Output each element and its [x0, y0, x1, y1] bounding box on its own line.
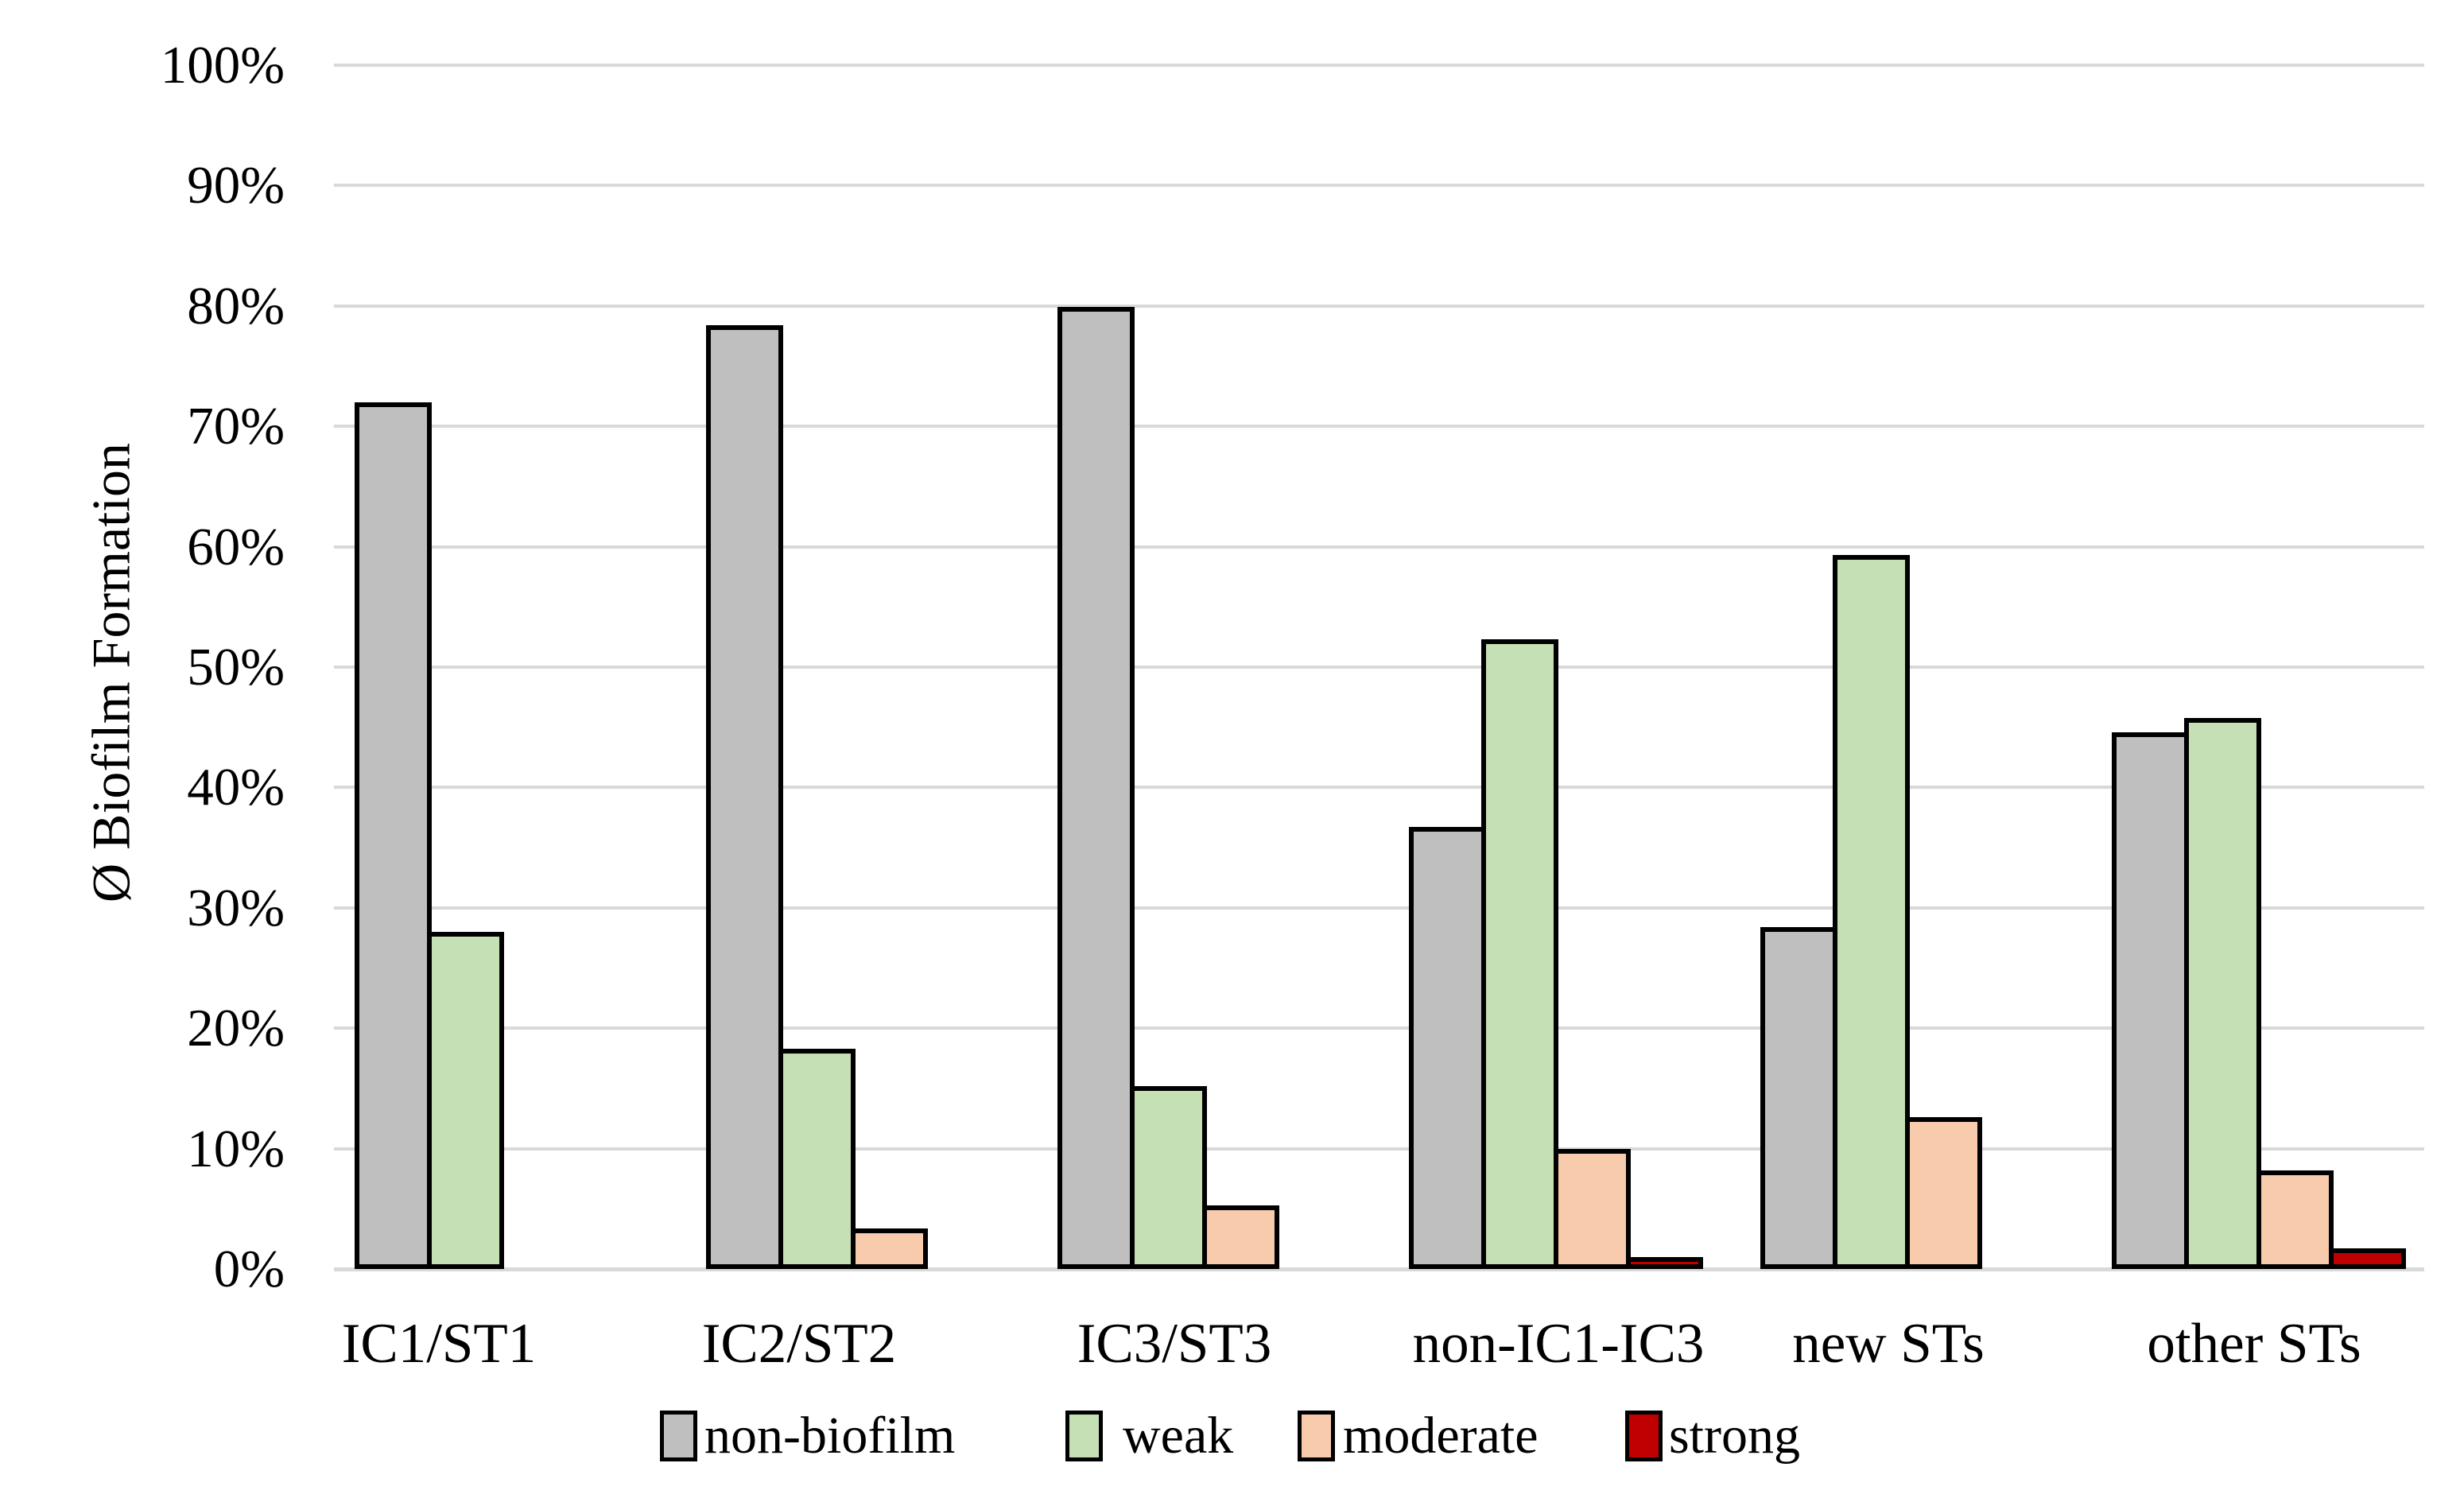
legend-swatch-strong [1625, 1411, 1663, 1461]
y-tick-label: 50% [187, 638, 285, 697]
gridline [334, 1026, 2424, 1030]
y-tick-label: 70% [187, 397, 285, 456]
y-tick-label: 40% [187, 758, 285, 817]
legend-label-non-biofilm: non-biofilm [704, 1407, 956, 1465]
x-axis-baseline [334, 1267, 2424, 1271]
bar-weak [427, 932, 504, 1269]
x-category-label: new STs [1792, 1313, 1985, 1375]
y-tick-label: 30% [187, 878, 285, 937]
bar-strong [1626, 1257, 1703, 1269]
x-category-label: IC3/ST3 [1077, 1313, 1272, 1375]
gridline [334, 545, 2424, 549]
gridline [334, 425, 2424, 429]
bar-strong [2329, 1248, 2406, 1269]
y-tick-label: 100% [160, 36, 285, 95]
y-tick-label: 60% [187, 517, 285, 576]
x-category-label: other STs [2147, 1313, 2361, 1375]
bar-moderate [1905, 1117, 1982, 1269]
bar-weak [1833, 555, 1910, 1269]
bar-non-biofilm [1760, 927, 1837, 1269]
legend-swatch-moderate [1298, 1411, 1335, 1461]
y-tick-label: 90% [187, 156, 285, 215]
gridline [334, 906, 2424, 910]
legend-swatch-weak [1065, 1411, 1103, 1461]
y-tick-label: 80% [187, 276, 285, 336]
bar-moderate [1202, 1205, 1279, 1269]
x-category-label: non-IC1-IC3 [1412, 1313, 1705, 1375]
bar-moderate [2256, 1170, 2334, 1269]
y-tick-label: 10% [187, 1119, 285, 1178]
legend-swatch-non-biofilm [660, 1411, 697, 1461]
bar-weak [1481, 639, 1558, 1269]
gridline [334, 184, 2424, 188]
gridline [334, 64, 2424, 67]
bar-non-biofilm [1409, 827, 1486, 1269]
x-category-label: IC2/ST2 [701, 1313, 897, 1375]
legend-label-weak: weak [1123, 1407, 1234, 1465]
bar-weak [2184, 718, 2261, 1269]
y-tick-label: 20% [187, 999, 285, 1058]
gridline [334, 786, 2424, 790]
bar-weak [1130, 1086, 1207, 1269]
legend-label-strong: strong [1669, 1407, 1800, 1465]
bar-non-biofilm [1057, 307, 1135, 1269]
gridline [334, 304, 2424, 308]
x-category-label: IC1/ST1 [341, 1313, 537, 1375]
bar-moderate [851, 1228, 928, 1269]
bar-moderate [1554, 1149, 1631, 1269]
bar-weak [778, 1049, 856, 1269]
gridline [334, 666, 2424, 669]
bar-non-biofilm [2112, 732, 2189, 1269]
legend-label-moderate: moderate [1343, 1407, 1539, 1465]
bar-non-biofilm [355, 402, 432, 1269]
gridline [334, 1147, 2424, 1151]
bar-non-biofilm [706, 325, 783, 1269]
y-tick-label: 0% [213, 1240, 285, 1298]
